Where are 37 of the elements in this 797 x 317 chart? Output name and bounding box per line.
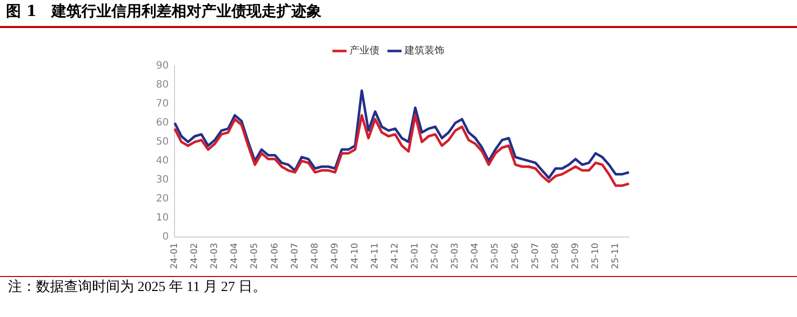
x-tick-label: 24-11 [370, 242, 380, 270]
x-tick-label: 25-01 [410, 242, 421, 270]
x-tick-label: 25-11 [610, 242, 621, 270]
y-tick-label: 10 [156, 212, 169, 224]
x-tick-label: 24-09 [330, 242, 340, 270]
y-tick-label: 40 [156, 156, 169, 167]
y-tick-label: 90 [156, 60, 169, 72]
x-tick-label: 24-02 [190, 242, 200, 270]
x-tick-label: 25-04 [470, 242, 481, 270]
x-tick-label: 25-08 [550, 242, 561, 270]
x-tick-label: 24-07 [290, 242, 300, 270]
y-tick-label: 30 [156, 174, 169, 186]
y-tick-label: 50 [156, 136, 169, 148]
text: 注：数据查询时间为 2025 年 11 月 27 日。 [8, 279, 268, 297]
x-tick-label: 24-04 [230, 242, 240, 270]
legend-label: 建筑装饰 [404, 44, 444, 57]
legend-label: 产业债 [350, 44, 380, 57]
x-tick-label: 24-06 [270, 242, 280, 270]
x-tick-label: 25-02 [430, 242, 441, 270]
chart-title: 图 1 建筑行业信用利差相对产业债现走扩迹象 [5, 1, 323, 22]
x-tick-label: 24-01 [170, 242, 180, 270]
x-tick-label: 25-09 [570, 242, 581, 270]
x-tick-label: 24-12 [390, 242, 401, 270]
x-tick-label: 24-03 [210, 242, 220, 270]
y-tick-label: 0 [162, 231, 169, 242]
x-tick-label: 24-10 [350, 242, 360, 270]
y-tick-label: 70 [156, 98, 169, 110]
y-tick-label: 80 [156, 80, 169, 91]
x-tick-label: 25-05 [490, 242, 501, 270]
x-tick-label: 24-05 [250, 242, 260, 270]
x-tick-label: 25-10 [590, 242, 601, 270]
x-tick-label: 24-08 [310, 242, 320, 270]
x-tick-label: 25-03 [450, 242, 461, 270]
y-tick-label: 20 [156, 193, 169, 204]
x-tick-label: 25-07 [530, 242, 541, 270]
y-tick-label: 60 [156, 118, 169, 129]
x-tick-label: 25-06 [510, 242, 521, 270]
